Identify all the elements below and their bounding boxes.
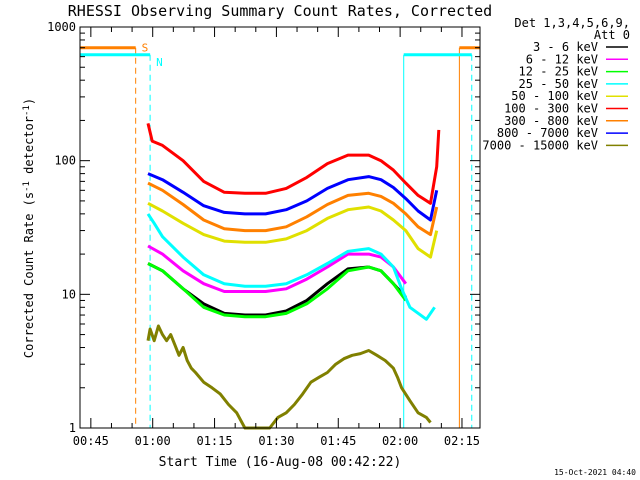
legend-label: 3 - 6 keV [533,40,598,54]
legend-label: 6 - 12 keV [526,52,598,66]
series-line [146,213,436,321]
series-line [146,324,432,430]
x-tick-label: 01:45 [320,434,356,448]
legend-label: 300 - 800 keV [504,114,598,128]
x-axis: 00:45 01:00 01:15 01:30 01:45 02:00 02:15 [73,27,480,448]
x-tick-label: 00:45 [73,434,109,448]
legend-label: 25 - 50 keV [519,77,598,91]
legend-label: 12 - 25 keV [519,65,598,79]
x-tick-label: 01:15 [196,434,232,448]
series-line [146,123,441,205]
x-tick-label: 02:00 [382,434,418,448]
y-axis: 1 10 100 1000 [47,20,480,435]
x-axis-label: Start Time (16-Aug-08 00:42:22) [159,455,402,470]
footer-timestamp: 15-Oct-2021 04:40 [554,468,636,477]
legend-label: 100 - 300 keV [504,102,598,116]
y-tick-label: 100 [54,154,76,168]
y-tick-label: 10 [62,287,76,301]
legend-label: 50 - 100 keV [511,89,598,103]
series-line [147,172,439,222]
flag-label: S [142,42,149,55]
legend-label: 800 - 7000 keV [497,126,598,140]
legend-header: Det 1,3,4,5,6,9, Att 0 [514,16,630,42]
y-tick-label: 1 [69,421,76,435]
chart-title: RHESSI Observing Summary Count Rates, Co… [68,2,492,20]
legend-attenuator: Att 0 [594,28,630,42]
series-line [147,181,439,237]
legend-label: 7000 - 15000 keV [482,138,598,152]
legend-detectors: Det 1,3,4,5,6,9, [514,16,630,30]
x-tick-label: 01:00 [135,434,171,448]
series-layer [146,123,441,430]
y-tick-label: 1000 [47,20,76,34]
plot-frame [79,26,481,429]
x-tick-label: 02:15 [444,434,480,448]
plot-area: SN [79,42,480,430]
series-line [147,244,408,293]
state-flags: SN [79,42,480,428]
series-line [147,262,408,319]
y-axis-label: Corrected Count Rate (s-1 detector-1) [22,98,36,358]
flag-label: N [156,56,163,69]
series-line [147,201,439,259]
x-tick-label: 01:30 [258,434,294,448]
